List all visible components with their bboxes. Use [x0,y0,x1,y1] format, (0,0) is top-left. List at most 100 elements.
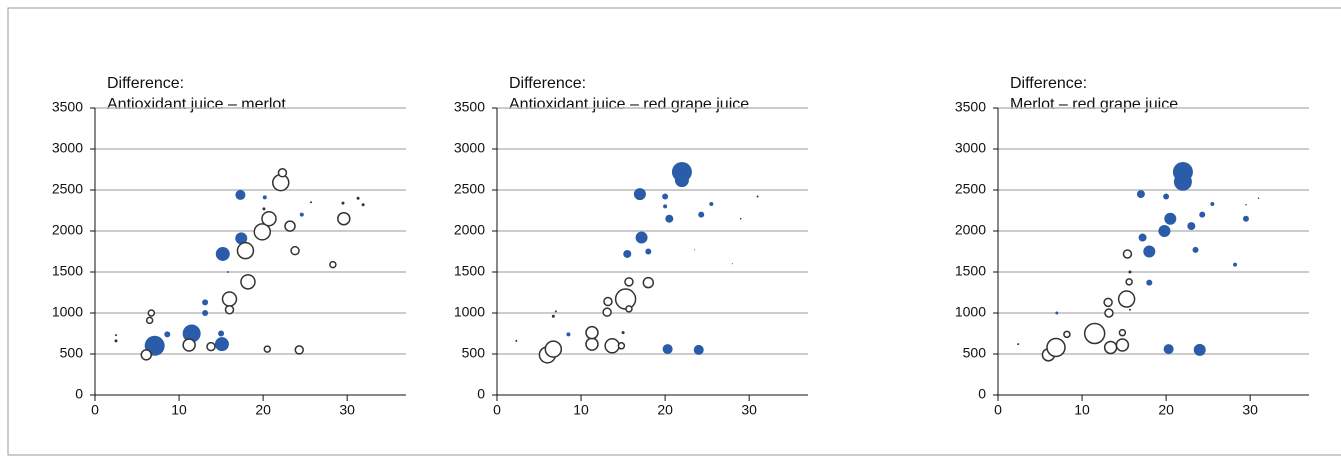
bubble [698,211,705,218]
y-tick-label: 2000 [454,222,485,238]
bubble [731,263,733,265]
bubble [1136,190,1145,199]
y-tick-label: 500 [963,345,987,361]
bubble [337,211,351,226]
bubble [1257,197,1260,199]
bubble [236,241,255,260]
bubble [554,310,557,313]
bubble [1245,204,1247,206]
y-tick-label: 2000 [955,222,986,238]
y-tick-label: 500 [462,345,486,361]
bubble [218,330,225,337]
bubble [1125,278,1133,286]
y-tick-label: 3000 [454,140,485,156]
bubble [585,325,599,340]
bubble [1199,211,1206,218]
bubble [1163,344,1174,355]
bubble [635,231,648,244]
bubble [662,193,669,200]
bubble [284,220,296,232]
x-tick-label: 10 [1074,402,1090,418]
bubble [1118,328,1127,337]
bubble [206,341,216,352]
bubble [1233,262,1238,267]
bubble [164,331,171,338]
bubble [551,314,555,318]
x-tick-label: 30 [339,402,355,418]
y-tick-label: 1500 [454,263,485,279]
y-tick-label: 3500 [52,99,83,115]
bubble [1187,222,1196,231]
bubble [215,246,230,261]
bubble [214,337,229,352]
bubble [310,201,313,204]
bubble [262,207,266,211]
chart-subtitle: Antioxidant juice – merlot [107,96,286,113]
bubble [674,173,689,188]
bubble [1122,249,1133,259]
y-tick-label: 2500 [454,181,485,197]
bubble [1128,308,1131,311]
bubble [739,217,742,220]
chart-subtitle: Merlot – red grape juice [1010,96,1178,113]
bubble [544,340,563,358]
y-tick-label: 0 [477,386,485,402]
y-tick-label: 2500 [955,181,986,197]
bubble [1193,343,1206,356]
bubble [603,296,613,307]
bubble [625,305,633,313]
x-tick-label: 0 [493,402,501,418]
bubble [341,201,345,205]
y-tick-label: 1000 [955,304,986,320]
x-tick-label: 20 [657,402,673,418]
bubble [662,344,673,355]
x-tick-label: 30 [1242,402,1258,418]
bubble [221,291,238,307]
bubble [1143,245,1156,258]
x-tick-label: 30 [741,402,757,418]
bubble [1104,308,1114,318]
x-tick-label: 20 [1158,402,1174,418]
bubble [1128,270,1132,274]
y-tick-label: 3000 [52,140,83,156]
bubble [1158,225,1171,237]
bubble [566,332,571,337]
bubble [1146,279,1153,286]
bubble [693,344,704,355]
bubble [235,189,246,200]
bubble [261,210,277,227]
bubble [585,337,599,351]
y-tick-label: 500 [60,345,84,361]
bubble [756,195,759,198]
bubble [1115,338,1130,352]
bubble [515,339,518,342]
bubble [202,299,209,306]
bubble [1163,193,1170,200]
bubble [621,331,625,335]
bubble [277,168,288,178]
y-tick-label: 0 [978,386,986,402]
y-tick-label: 1000 [454,304,485,320]
bubble [140,349,153,361]
bubble [602,307,612,317]
bubble [356,196,360,200]
x-tick-label: 20 [255,402,271,418]
bubble [1164,212,1177,225]
bubble [290,245,300,256]
bubble [1117,290,1136,308]
y-tick-label: 0 [75,386,83,402]
y-tick-label: 3500 [454,99,485,115]
bubble [604,338,620,354]
bubble [299,212,304,217]
bubble [240,274,256,290]
bubble [1046,337,1066,358]
x-tick-label: 0 [994,402,1002,418]
x-tick-label: 10 [573,402,589,418]
bubble [294,345,305,355]
y-tick-label: 2000 [52,222,83,238]
bubble [1083,322,1106,345]
bubble [235,232,248,245]
chart-subtitle: Antioxidant juice – red grape juice [509,96,749,113]
bubble [709,201,714,206]
